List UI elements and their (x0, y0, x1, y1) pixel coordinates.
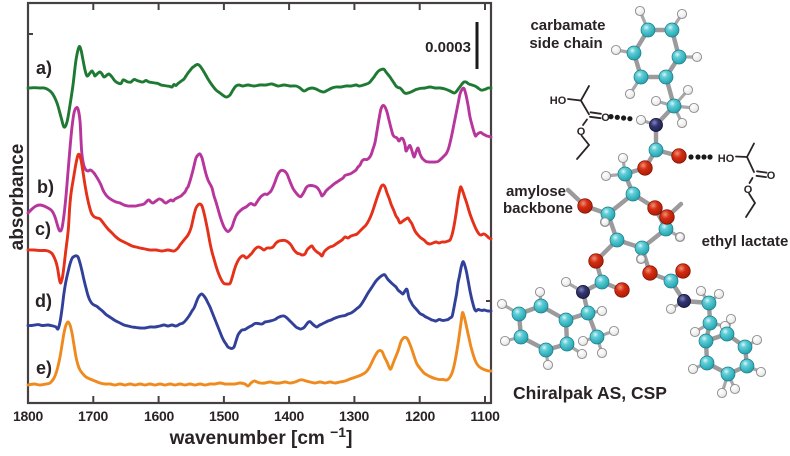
svg-text:O: O (744, 184, 753, 196)
svg-text:backbone: backbone (503, 200, 573, 217)
svg-text:HO: HO (718, 153, 735, 165)
svg-text:1800: 1800 (13, 408, 43, 424)
svg-text:O: O (601, 112, 610, 124)
svg-text:1200: 1200 (405, 408, 435, 424)
svg-text:ethyl lactate: ethyl lactate (702, 233, 789, 250)
svg-text:c): c) (35, 219, 51, 239)
svg-text:HO: HO (550, 95, 567, 107)
svg-text:e): e) (36, 358, 52, 378)
svg-text:1700: 1700 (78, 408, 108, 424)
svg-text:1400: 1400 (274, 408, 304, 424)
svg-text:O: O (577, 126, 586, 138)
svg-text:carbamate: carbamate (530, 17, 605, 34)
svg-text:b): b) (37, 177, 54, 197)
svg-text:1300: 1300 (339, 408, 369, 424)
svg-text:1600: 1600 (144, 408, 174, 424)
svg-text:1500: 1500 (209, 408, 239, 424)
svg-text:1100: 1100 (470, 408, 500, 424)
svg-text:absorbance: absorbance (7, 144, 28, 251)
svg-text:O: O (767, 170, 776, 182)
svg-text:0.0003: 0.0003 (425, 39, 471, 56)
svg-text:amylose: amylose (506, 183, 566, 200)
svg-text:Chiralpak AS, CSP: Chiralpak AS, CSP (513, 383, 667, 403)
svg-text:side chain: side chain (529, 35, 602, 52)
svg-text:a): a) (36, 58, 52, 78)
svg-text:d): d) (35, 291, 52, 311)
svg-text:wavenumber [cm −1]: wavenumber [cm −1] (169, 424, 353, 449)
